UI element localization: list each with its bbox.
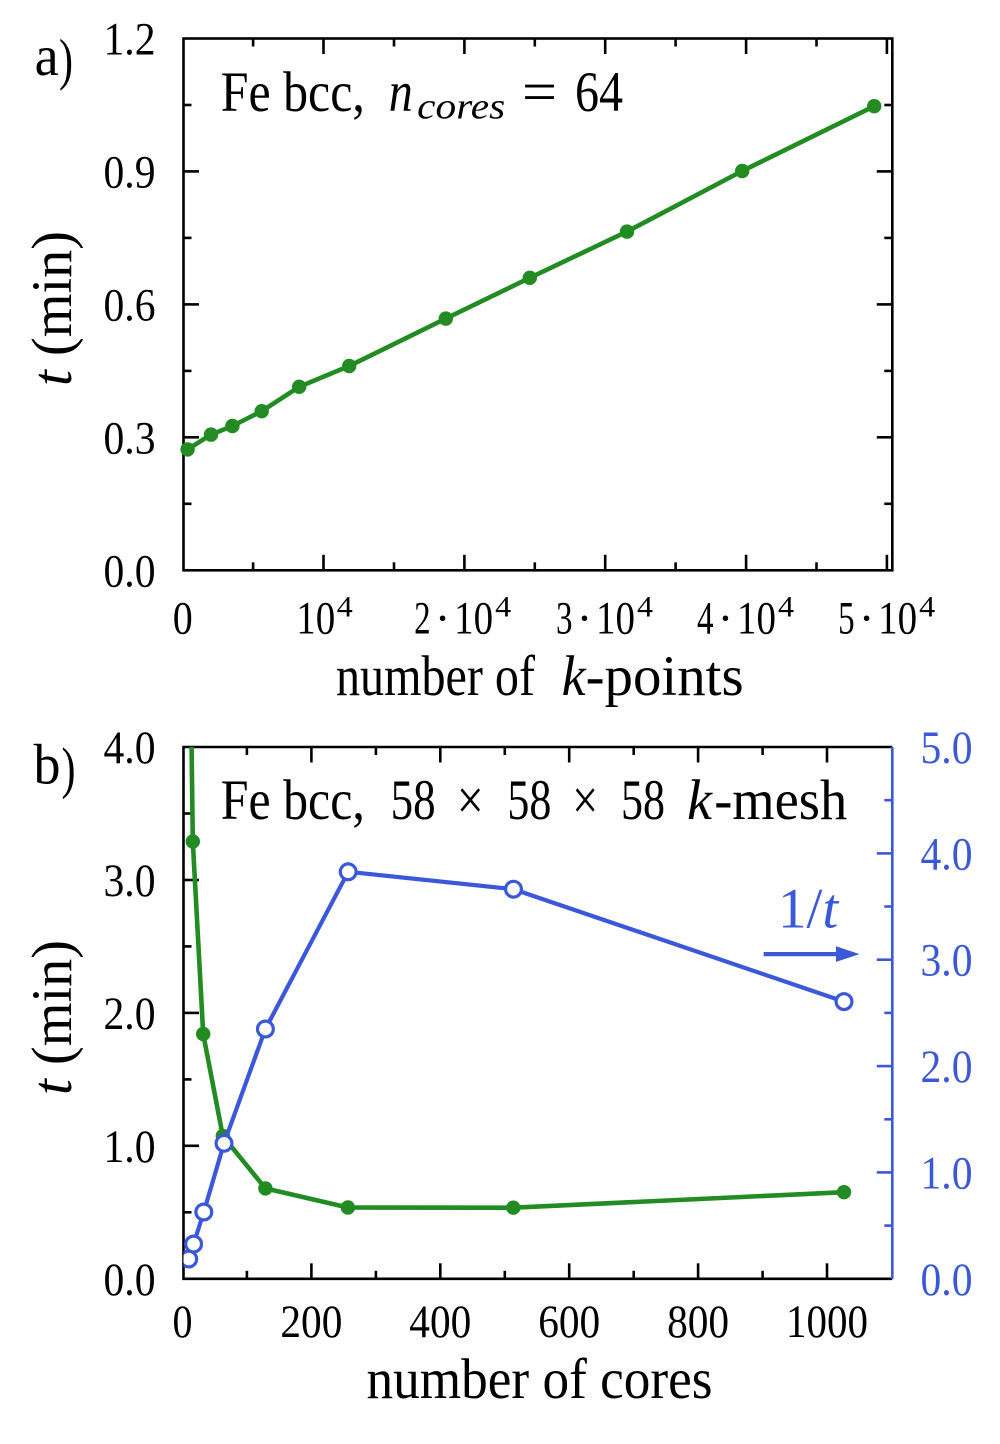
svg-text:3: 3 — [556, 593, 573, 645]
svg-text:0.6: 0.6 — [104, 279, 156, 331]
svg-text:4.0: 4.0 — [921, 828, 973, 880]
svg-text:64: 64 — [575, 61, 623, 124]
svg-text:Fe bcc,: Fe bcc, — [221, 769, 365, 832]
svg-text:0.9: 0.9 — [104, 146, 156, 198]
svg-text:58: 58 — [621, 769, 665, 832]
svg-text:10: 10 — [737, 593, 776, 645]
svg-text:1/t: 1/t — [778, 877, 839, 940]
svg-text:number of cores: number of cores — [367, 1348, 713, 1411]
svg-text:): ) — [59, 29, 73, 92]
svg-text:4: 4 — [337, 591, 353, 624]
svg-text:10: 10 — [596, 593, 635, 645]
svg-text:10: 10 — [454, 593, 493, 645]
svg-text:b: b — [34, 734, 61, 797]
svg-text:10: 10 — [878, 593, 917, 645]
svg-text:·: · — [718, 593, 734, 645]
svg-text:2.0: 2.0 — [921, 1041, 973, 1093]
svg-text:(min): (min) — [21, 940, 84, 1065]
svg-text:5: 5 — [838, 593, 855, 645]
svg-text:1.0: 1.0 — [921, 1147, 973, 1199]
svg-text:·: · — [435, 593, 451, 645]
svg-text:58: 58 — [507, 769, 551, 832]
svg-text:4: 4 — [495, 591, 511, 624]
svg-text:4: 4 — [778, 591, 794, 624]
svg-text:0: 0 — [173, 593, 193, 645]
svg-text:1.0: 1.0 — [104, 1121, 156, 1173]
svg-text:5.0: 5.0 — [921, 722, 973, 774]
svg-text:4: 4 — [919, 591, 935, 624]
svg-text:10: 10 — [296, 593, 335, 645]
svg-text:4: 4 — [697, 593, 714, 645]
svg-text:Fe bcc,: Fe bcc, — [221, 61, 365, 124]
svg-text:1000: 1000 — [786, 1296, 868, 1348]
svg-text:cores: cores — [417, 87, 505, 128]
svg-text:a: a — [35, 25, 59, 88]
svg-text:×: × — [572, 769, 598, 832]
svg-text:3.0: 3.0 — [921, 935, 973, 987]
svg-text:0.3: 0.3 — [104, 412, 156, 464]
svg-text:600: 600 — [538, 1296, 600, 1348]
svg-text:1.2: 1.2 — [104, 14, 156, 66]
svg-text:0: 0 — [173, 1296, 193, 1348]
svg-text:t: t — [21, 1078, 84, 1095]
svg-text:×: × — [457, 769, 484, 832]
svg-text:58: 58 — [391, 769, 436, 832]
svg-text:0.0: 0.0 — [104, 545, 156, 597]
svg-text:number of: number of — [336, 645, 535, 708]
svg-text:4.0: 4.0 — [104, 722, 156, 774]
svg-text:=: = — [522, 61, 557, 124]
svg-text:n: n — [389, 61, 413, 124]
svg-text:0.0: 0.0 — [921, 1254, 973, 1306]
svg-text:2: 2 — [414, 593, 431, 645]
svg-text:k: k — [687, 769, 714, 832]
svg-text:(min): (min) — [21, 231, 84, 356]
svg-text:·: · — [577, 593, 593, 645]
svg-text:800: 800 — [667, 1296, 729, 1348]
svg-text:4: 4 — [637, 591, 653, 624]
svg-text:): ) — [62, 737, 76, 800]
svg-text:3.0: 3.0 — [104, 855, 156, 907]
svg-text:-points: -points — [586, 645, 744, 708]
svg-text:t: t — [21, 369, 84, 386]
svg-text:2.0: 2.0 — [104, 988, 156, 1040]
svg-text:0.0: 0.0 — [104, 1254, 156, 1306]
svg-text:200: 200 — [280, 1296, 342, 1348]
svg-text:k: k — [562, 645, 588, 708]
svg-text:400: 400 — [409, 1296, 471, 1348]
svg-text:·: · — [859, 593, 875, 645]
svg-text:-mesh: -mesh — [714, 769, 847, 832]
